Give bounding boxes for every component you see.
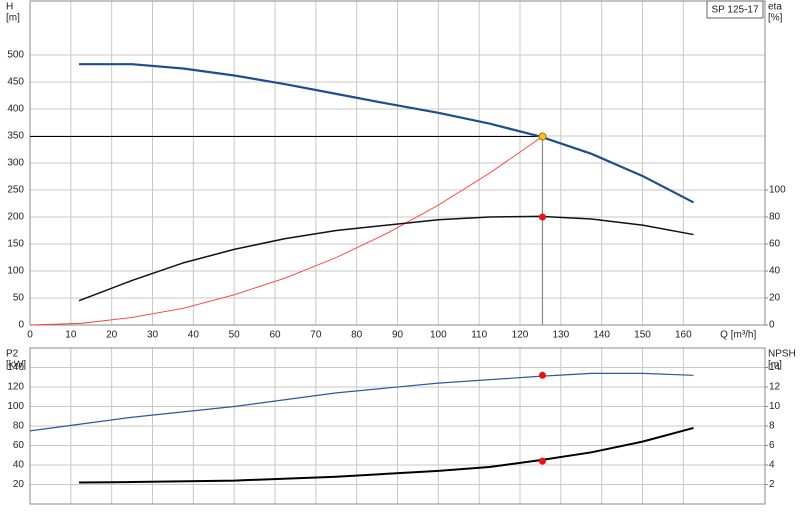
x-tick-label: 110 — [471, 330, 487, 341]
x-tick-label: 50 — [229, 330, 241, 341]
y-tick-label: 60 — [13, 440, 25, 451]
y2-axis-label: eta — [768, 2, 782, 13]
chart-title: SP 125-17 — [711, 5, 759, 16]
x-tick-label: 100 — [430, 330, 447, 341]
y-tick-label: 80 — [13, 421, 25, 432]
x-tick-label: 30 — [147, 330, 159, 341]
title-box — [706, 0, 764, 19]
x-tick-label: 10 — [65, 330, 77, 341]
y2-tick-label: 4 — [769, 460, 775, 471]
x-tick-label: 160 — [675, 330, 692, 341]
operating-point — [538, 132, 547, 141]
curve — [78, 426, 694, 484]
y2-tick-label: 2 — [769, 479, 775, 490]
y2-axis-label: NPSH — [768, 349, 796, 360]
y2-axis-label: [%] — [768, 13, 783, 24]
y-tick-label: 450 — [7, 77, 24, 88]
x-tick-label: 70 — [310, 330, 322, 341]
x-tick-label: 40 — [188, 330, 200, 341]
y-tick-label: 100 — [7, 266, 24, 277]
y2-tick-label: 14 — [769, 362, 781, 373]
x-tick-label: 80 — [351, 330, 363, 341]
curve — [78, 215, 694, 302]
x-axis-label: Q [m³/h] — [720, 330, 756, 341]
x-tick-label: 130 — [552, 330, 569, 341]
y-axis-label: P2 — [6, 349, 19, 360]
x-tick-label: 0 — [27, 330, 33, 341]
y2-tick-label: 80 — [769, 212, 781, 223]
y-tick-label: 50 — [13, 293, 25, 304]
y2-tick-label: 6 — [769, 440, 775, 451]
y-axis-label: [m] — [6, 13, 20, 24]
operating-point — [538, 457, 546, 465]
x-tick-label: 20 — [106, 330, 118, 341]
y2-tick-label: 60 — [769, 239, 781, 250]
y-tick-label: 40 — [13, 460, 25, 471]
y-tick-label: 140 — [7, 362, 24, 373]
plot-border — [29, 0, 766, 326]
y2-tick-label: 40 — [769, 266, 781, 277]
operating-point — [538, 213, 546, 221]
y2-tick-label: 8 — [769, 421, 775, 432]
y-tick-label: 500 — [7, 50, 24, 61]
y-tick-label: 20 — [13, 479, 25, 490]
y2-tick-label: 100 — [769, 185, 786, 196]
y-axis-label: H — [6, 2, 13, 13]
y-tick-label: 400 — [7, 104, 24, 115]
y2-tick-label: 12 — [769, 382, 781, 393]
x-tick-label: 60 — [269, 330, 281, 341]
curve — [29, 136, 543, 326]
y-tick-label: 300 — [7, 158, 24, 169]
y-tick-label: 200 — [7, 212, 24, 223]
curve — [29, 372, 694, 432]
operating-point — [538, 371, 546, 379]
x-tick-label: 120 — [512, 330, 529, 341]
y-tick-label: 100 — [7, 401, 24, 412]
x-tick-label: 140 — [593, 330, 610, 341]
plot-border — [29, 347, 766, 505]
y-tick-label: 150 — [7, 239, 24, 250]
y-tick-label: 350 — [7, 131, 24, 142]
y-tick-label: 250 — [7, 185, 24, 196]
x-tick-label: 150 — [634, 330, 651, 341]
y-tick-label: 120 — [7, 382, 24, 393]
y2-axis-label: [m] — [768, 360, 782, 371]
y2-tick-label: 0 — [769, 320, 775, 331]
y2-tick-label: 20 — [769, 293, 781, 304]
x-tick-label: 90 — [392, 330, 404, 341]
y2-tick-label: 10 — [769, 401, 781, 412]
y-axis-label: [kW] — [6, 360, 26, 371]
curve — [79, 63, 695, 204]
y-tick-label: 0 — [18, 320, 24, 331]
